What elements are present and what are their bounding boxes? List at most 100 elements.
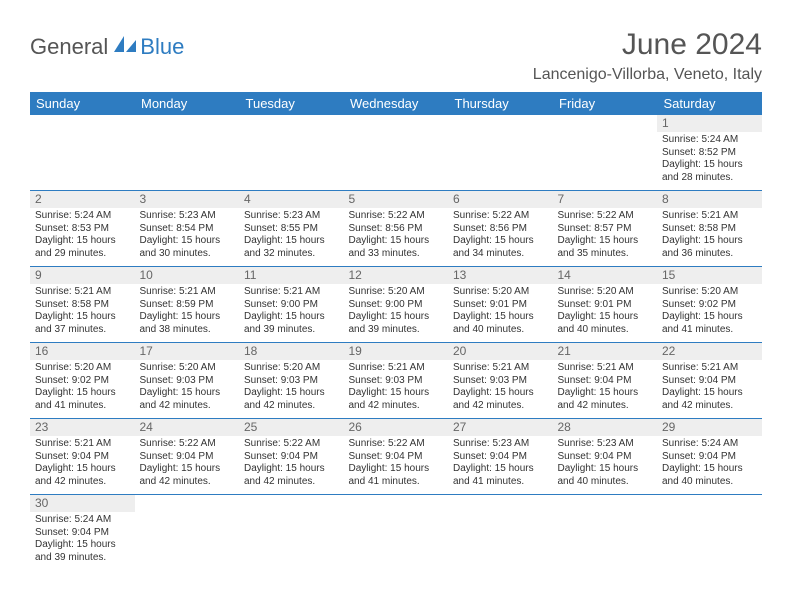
daylight-text: Daylight: 15 hours and 42 minutes. [140, 387, 235, 412]
sunrise-text: Sunrise: 5:21 AM [35, 286, 130, 299]
calendar-cell: 5 Sunrise: 5:22 AMSunset: 8:56 PMDaylight… [344, 191, 449, 267]
sunrise-text: Sunrise: 5:21 AM [244, 286, 339, 299]
calendar-week-row: 1Sunrise: 5:24 AMSunset: 8:52 PMDaylight… [30, 115, 762, 191]
calendar-cell: 25Sunrise: 5:22 AMSunset: 9:04 PMDayligh… [239, 419, 344, 495]
brand-text-a: General [30, 34, 108, 60]
weekday-header: Thursday [448, 92, 553, 115]
calendar-cell [30, 115, 135, 191]
calendar-cell: 16Sunrise: 5:20 AMSunset: 9:02 PMDayligh… [30, 343, 135, 419]
day-number: 1 [657, 115, 762, 132]
sunrise-text: Sunrise: 5:22 AM [244, 438, 339, 451]
daylight-text: Daylight: 15 hours and 42 minutes. [244, 463, 339, 488]
sunset-text: Sunset: 8:52 PM [662, 147, 757, 160]
sunset-text: Sunset: 9:04 PM [558, 451, 653, 464]
daylight-text: Daylight: 15 hours and 40 minutes. [453, 311, 548, 336]
sunrise-text: Sunrise: 5:23 AM [140, 210, 235, 223]
daylight-text: Daylight: 15 hours and 41 minutes. [453, 463, 548, 488]
sunset-text: Sunset: 9:00 PM [244, 299, 339, 312]
sunrise-text: Sunrise: 5:20 AM [558, 286, 653, 299]
day-number: 29 [657, 419, 762, 436]
day-number: 5 [344, 191, 449, 208]
sunrise-text: Sunrise: 5:21 AM [349, 362, 444, 375]
calendar-cell: 27Sunrise: 5:23 AMSunset: 9:04 PMDayligh… [448, 419, 553, 495]
day-number: 18 [239, 343, 344, 360]
calendar-week-row: 23Sunrise: 5:21 AMSunset: 9:04 PMDayligh… [30, 419, 762, 495]
calendar-cell: 28Sunrise: 5:23 AMSunset: 9:04 PMDayligh… [553, 419, 658, 495]
calendar-week-row: 16Sunrise: 5:20 AMSunset: 9:02 PMDayligh… [30, 343, 762, 419]
calendar-cell [135, 115, 240, 191]
weekday-header: Saturday [657, 92, 762, 115]
sunset-text: Sunset: 9:04 PM [349, 451, 444, 464]
daylight-text: Daylight: 15 hours and 41 minutes. [35, 387, 130, 412]
sunrise-text: Sunrise: 5:23 AM [244, 210, 339, 223]
calendar-cell: 18Sunrise: 5:20 AMSunset: 9:03 PMDayligh… [239, 343, 344, 419]
sunrise-text: Sunrise: 5:24 AM [35, 210, 130, 223]
calendar-cell [553, 115, 658, 191]
day-number: 25 [239, 419, 344, 436]
calendar-cell [239, 115, 344, 191]
sunrise-text: Sunrise: 5:20 AM [140, 362, 235, 375]
sunset-text: Sunset: 8:54 PM [140, 223, 235, 236]
calendar-cell: 19Sunrise: 5:21 AMSunset: 9:03 PMDayligh… [344, 343, 449, 419]
weekday-header: Monday [135, 92, 240, 115]
sunrise-text: Sunrise: 5:22 AM [349, 210, 444, 223]
day-number: 6 [448, 191, 553, 208]
sunrise-text: Sunrise: 5:20 AM [662, 286, 757, 299]
sunset-text: Sunset: 9:03 PM [140, 375, 235, 388]
calendar-cell: 29Sunrise: 5:24 AMSunset: 9:04 PMDayligh… [657, 419, 762, 495]
sunset-text: Sunset: 9:03 PM [244, 375, 339, 388]
day-number: 7 [553, 191, 658, 208]
calendar-cell: 15Sunrise: 5:20 AMSunset: 9:02 PMDayligh… [657, 267, 762, 343]
calendar-cell: 23Sunrise: 5:21 AMSunset: 9:04 PMDayligh… [30, 419, 135, 495]
sunset-text: Sunset: 9:03 PM [453, 375, 548, 388]
calendar-cell [344, 495, 449, 571]
day-number: 13 [448, 267, 553, 284]
calendar-cell: 8Sunrise: 5:21 AMSunset: 8:58 PMDaylight… [657, 191, 762, 267]
sunset-text: Sunset: 8:56 PM [349, 223, 444, 236]
sunset-text: Sunset: 9:02 PM [35, 375, 130, 388]
daylight-text: Daylight: 15 hours and 33 minutes. [349, 235, 444, 260]
day-number: 27 [448, 419, 553, 436]
calendar-cell [344, 115, 449, 191]
sunset-text: Sunset: 9:04 PM [35, 451, 130, 464]
brand-logo: General Blue [30, 28, 184, 60]
daylight-text: Daylight: 15 hours and 40 minutes. [662, 463, 757, 488]
daylight-text: Daylight: 15 hours and 37 minutes. [35, 311, 130, 336]
calendar-week-row: 2Sunrise: 5:24 AMSunset: 8:53 PMDaylight… [30, 191, 762, 267]
day-number: 24 [135, 419, 240, 436]
sunset-text: Sunset: 8:57 PM [558, 223, 653, 236]
brand-text-b: Blue [140, 34, 184, 60]
sunrise-text: Sunrise: 5:21 AM [558, 362, 653, 375]
sunrise-text: Sunrise: 5:20 AM [349, 286, 444, 299]
calendar-cell: 7Sunrise: 5:22 AMSunset: 8:57 PMDaylight… [553, 191, 658, 267]
day-number: 30 [30, 495, 135, 512]
sunrise-text: Sunrise: 5:21 AM [140, 286, 235, 299]
calendar-cell: 17Sunrise: 5:20 AMSunset: 9:03 PMDayligh… [135, 343, 240, 419]
weekday-header: Tuesday [239, 92, 344, 115]
calendar-cell: 3Sunrise: 5:23 AMSunset: 8:54 PMDaylight… [135, 191, 240, 267]
weekday-header: Wednesday [344, 92, 449, 115]
calendar-cell [553, 495, 658, 571]
location-subtitle: Lancenigo-Villorba, Veneto, Italy [533, 66, 762, 84]
daylight-text: Daylight: 15 hours and 28 minutes. [662, 159, 757, 184]
calendar-cell: 13Sunrise: 5:20 AMSunset: 9:01 PMDayligh… [448, 267, 553, 343]
calendar-cell: 20Sunrise: 5:21 AMSunset: 9:03 PMDayligh… [448, 343, 553, 419]
calendar-cell: 2Sunrise: 5:24 AMSunset: 8:53 PMDaylight… [30, 191, 135, 267]
calendar-week-row: 9Sunrise: 5:21 AMSunset: 8:58 PMDaylight… [30, 267, 762, 343]
daylight-text: Daylight: 15 hours and 39 minutes. [349, 311, 444, 336]
daylight-text: Daylight: 15 hours and 42 minutes. [558, 387, 653, 412]
sunrise-text: Sunrise: 5:20 AM [35, 362, 130, 375]
sunset-text: Sunset: 9:01 PM [558, 299, 653, 312]
day-number: 15 [657, 267, 762, 284]
sunset-text: Sunset: 8:58 PM [35, 299, 130, 312]
day-number: 20 [448, 343, 553, 360]
day-number: 8 [657, 191, 762, 208]
daylight-text: Daylight: 15 hours and 42 minutes. [244, 387, 339, 412]
calendar-cell: 9Sunrise: 5:21 AMSunset: 8:58 PMDaylight… [30, 267, 135, 343]
sunrise-text: Sunrise: 5:24 AM [35, 514, 130, 527]
calendar-cell: 21Sunrise: 5:21 AMSunset: 9:04 PMDayligh… [553, 343, 658, 419]
day-number: 3 [135, 191, 240, 208]
calendar-cell: 6Sunrise: 5:22 AMSunset: 8:56 PMDaylight… [448, 191, 553, 267]
sunset-text: Sunset: 9:04 PM [662, 375, 757, 388]
sunrise-text: Sunrise: 5:22 AM [453, 210, 548, 223]
